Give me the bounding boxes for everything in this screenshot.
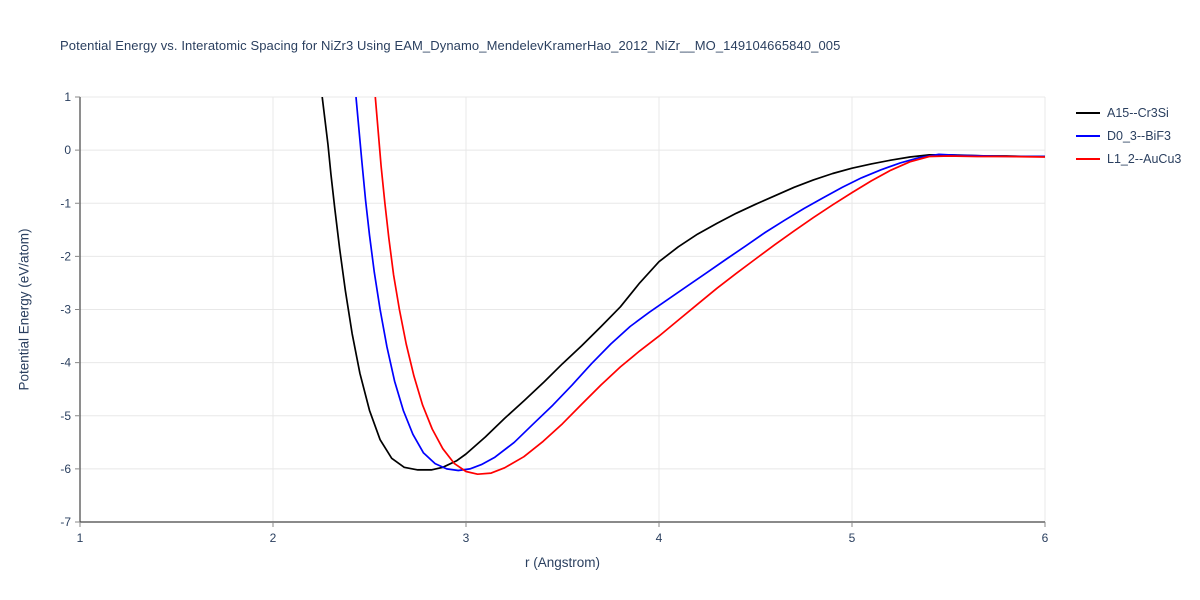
y-tick-label: 1: [64, 90, 71, 104]
x-tick-label: 3: [463, 531, 470, 545]
legend-label: D0_3--BiF3: [1107, 129, 1171, 143]
series-line-L1_2--AuCu3[interactable]: [374, 97, 1045, 476]
x-axis-label: r (Angstrom): [524, 555, 600, 570]
series-line-D0_3--BiF3[interactable]: [355, 97, 1045, 472]
chart-title: Potential Energy vs. Interatomic Spacing…: [60, 38, 841, 53]
legend-label: A15--Cr3Si: [1107, 106, 1169, 120]
legend-line-sample: [1076, 135, 1100, 137]
y-tick-label: 0: [64, 143, 71, 157]
legend-label: L1_2--AuCu3: [1107, 152, 1182, 166]
series-line-A15--Cr3Si[interactable]: [321, 97, 1045, 471]
legend-item-d03[interactable]: D0_3--BiF3: [1076, 129, 1181, 143]
x-tick-label: 6: [1042, 531, 1049, 545]
x-tick-label: 2: [270, 531, 277, 545]
x-tick-label: 1: [77, 531, 84, 545]
y-tick-label: -5: [60, 409, 71, 423]
y-tick-label: -4: [60, 356, 71, 370]
y-tick-label: -1: [60, 196, 71, 210]
x-tick-label: 4: [656, 531, 663, 545]
legend-line-sample: [1076, 158, 1100, 160]
legend-item-l12[interactable]: L1_2--AuCu3: [1076, 152, 1181, 166]
y-tick-label: -6: [60, 462, 71, 476]
y-tick-label: -7: [60, 515, 71, 529]
x-tick-label: 5: [849, 531, 856, 545]
legend-line-sample: [1076, 112, 1100, 114]
y-tick-label: -2: [60, 249, 71, 263]
legend: A15--Cr3Si D0_3--BiF3 L1_2--AuCu3: [1076, 106, 1181, 166]
y-axis-label: Potential Energy (eV/atom): [16, 228, 32, 391]
legend-item-a15[interactable]: A15--Cr3Si: [1076, 106, 1181, 120]
y-tick-label: -3: [60, 303, 71, 317]
